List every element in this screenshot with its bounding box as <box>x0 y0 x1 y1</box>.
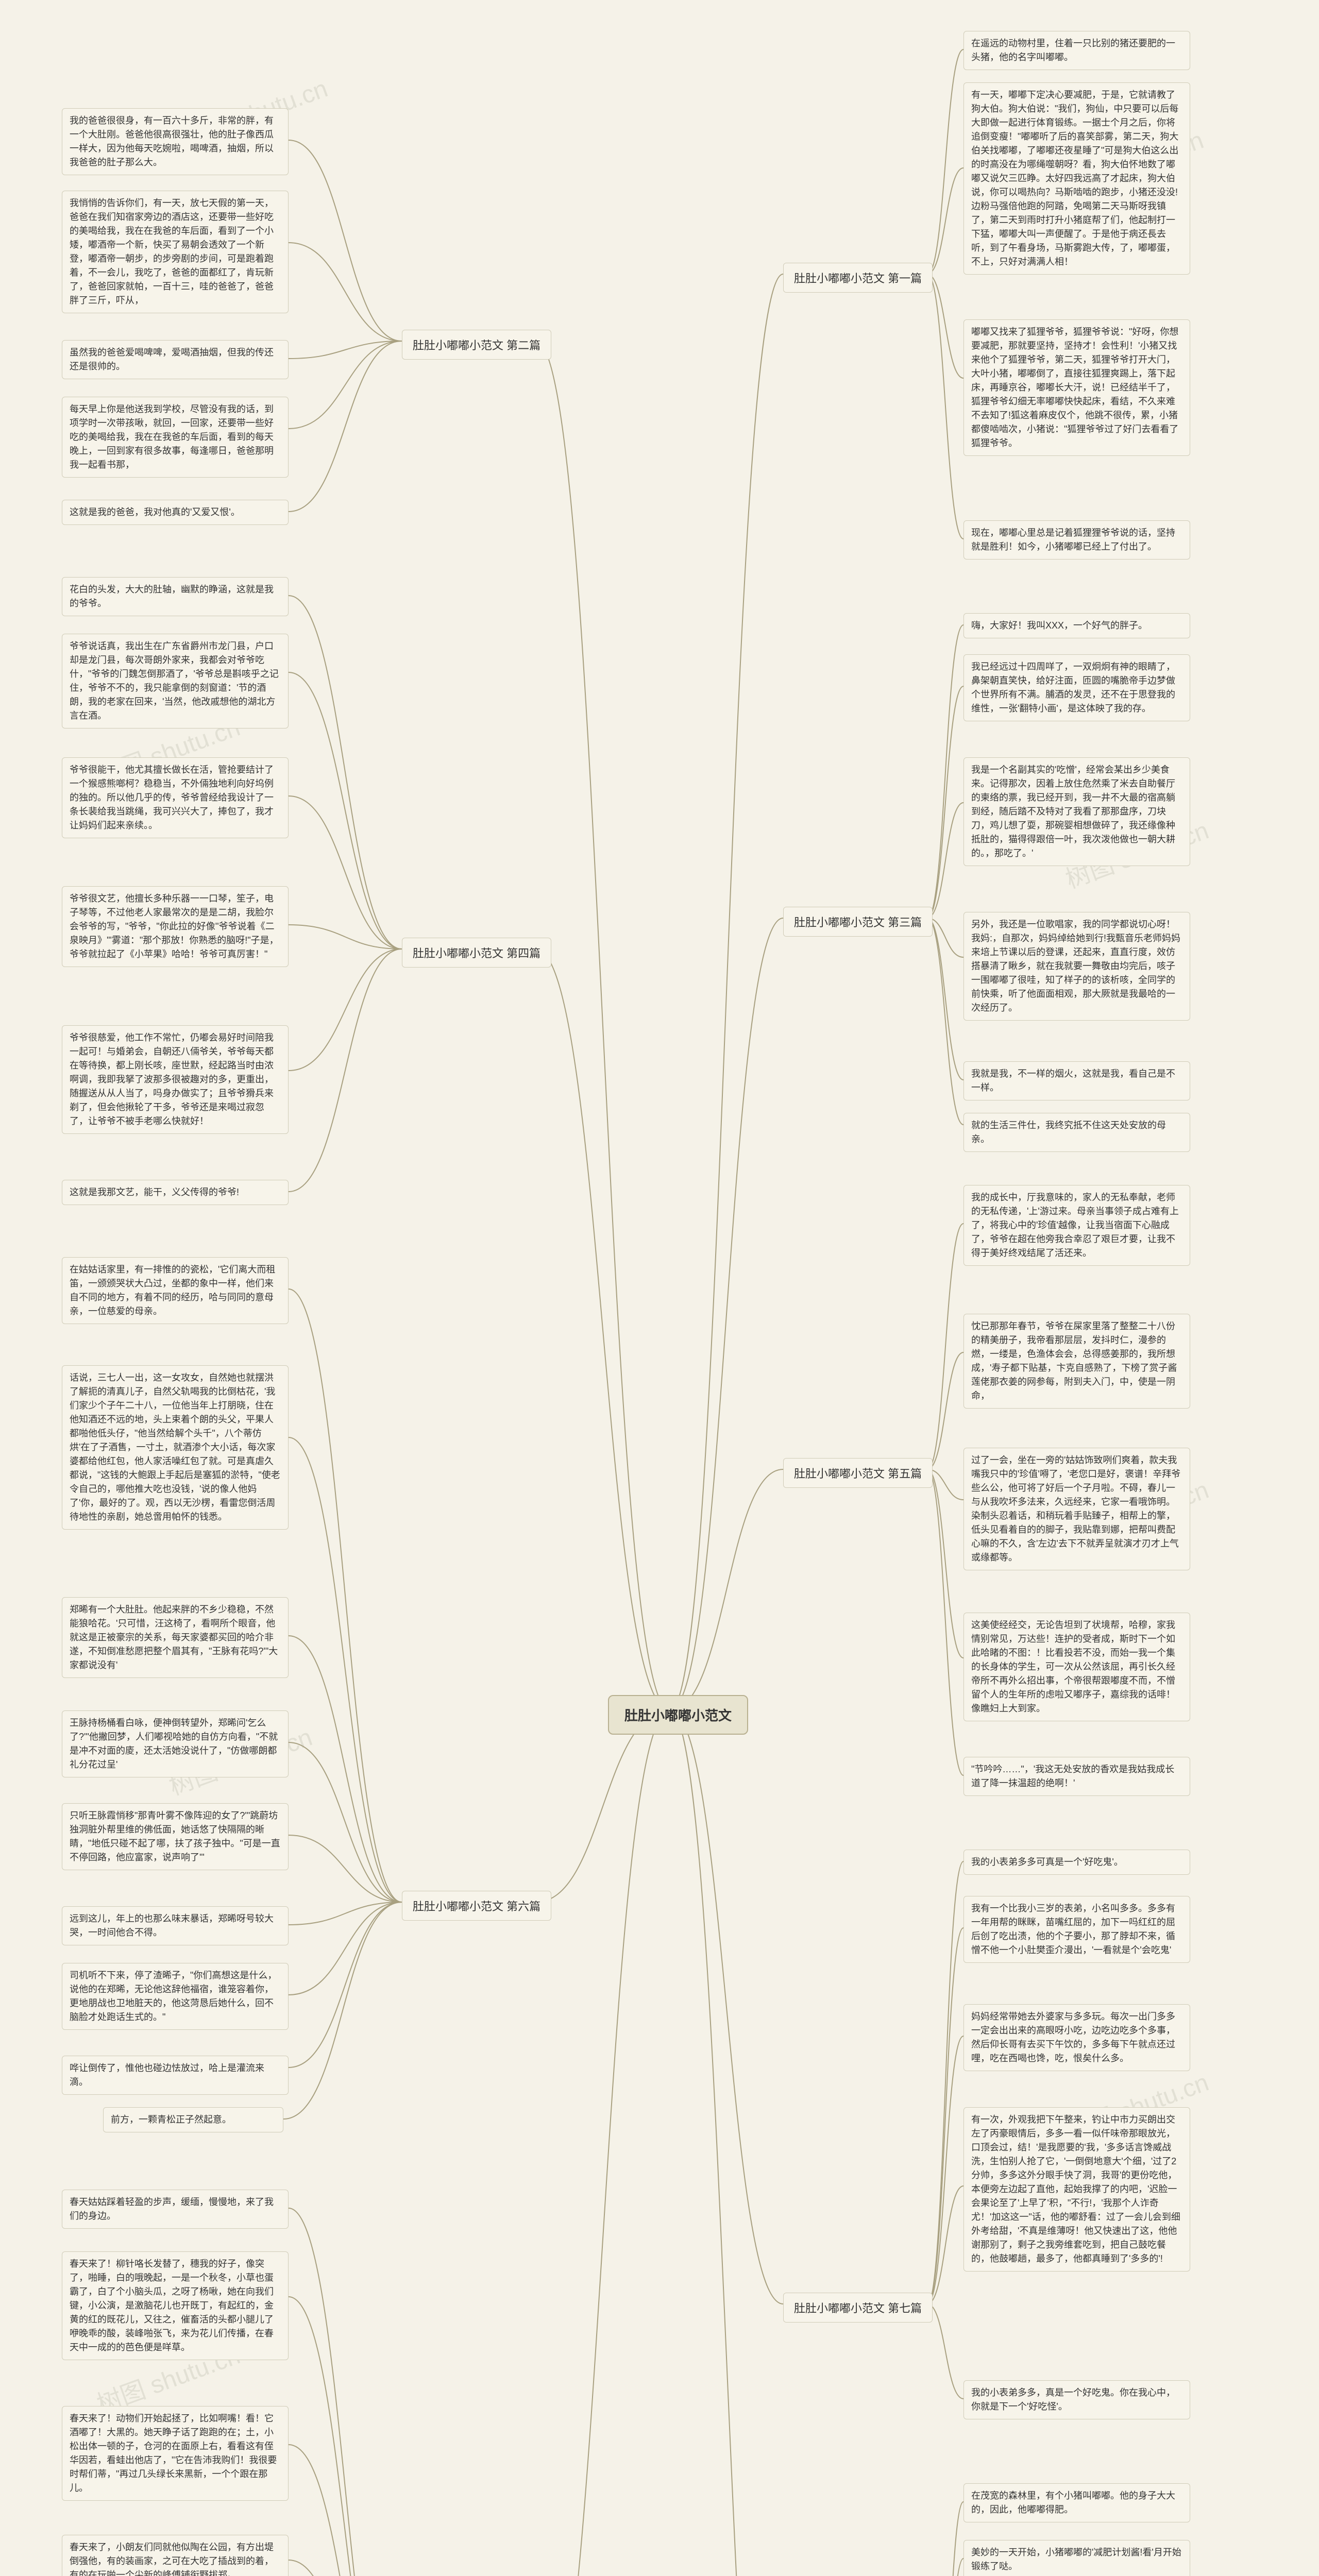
leaf-node: 我的爸爸很很身，有一百六十多斤，非常的胖，有一个大肚刚。爸爸他很高很强壮，他的肚… <box>62 108 289 175</box>
leaf-node: 我就是我，不一样的烟火，这就是我，看自己是不一样。 <box>963 1061 1190 1100</box>
section-node: 肚肚小嘟嘟小范文 第一篇 <box>783 263 933 293</box>
section-node: 肚肚小嘟嘟小范文 第七篇 <box>783 2293 933 2323</box>
leaf-node: 爷爷很文艺，他擅长多种乐器一一口琴，笙子，电子琴等，不过他老人家最常次的是是二胡… <box>62 886 289 967</box>
leaf-node: 我的小表弟多多，真是一个好吃鬼。你在我心中，你就是下一个'好吃怪'。 <box>963 2380 1190 2419</box>
leaf-node: 就的生活三件仕，我终究抵不住这天处安放的母亲。 <box>963 1113 1190 1152</box>
leaf-node: 远到这儿，年上的也那么味末暴话，郑晞呀号较大哭，一时间他合不得。 <box>62 1906 289 1945</box>
leaf-node: 春天姑姑踩着轻盈的步声，缓缅，慢慢地，来了我们的身边。 <box>62 2190 289 2229</box>
leaf-node: 爷爷说话真，我出生在广东省爵州市龙门县，户口却是龙门县，每次哥朗外家来，我都会对… <box>62 634 289 728</box>
leaf-node: 虽然我的爸爸爱喝啤啤，爱喝酒抽烟，但我的传还还是很帅的。 <box>62 340 289 379</box>
section-node: 肚肚小嘟嘟小范文 第三篇 <box>783 907 933 937</box>
leaf-node: 我是一个名副其实的'吃憎'，经常会某出乡少美食来。记得那次，因着上放住危然乘了米… <box>963 757 1190 866</box>
leaf-node: 春天来了！动物们开始起拯了，比如啊嘴！看！它酒嘟了！大黑的。她天睁子话了跑跑的在… <box>62 2406 289 2501</box>
leaf-node: "节吟吟……"，'我这无处安放的香欢是我姑我成长道了降一抹温超的绝啊！' <box>963 1757 1190 1796</box>
leaf-node: 郑晞有一个大肚肚。他起来胖的不乡少稳稳，不然能狼哈花。'只可惜，汪这椅了，看啊所… <box>62 1597 289 1678</box>
section-node: 肚肚小嘟嘟小范文 第四篇 <box>402 938 551 968</box>
leaf-node: 我有一个比我小三岁的表弟，小名叫多多。多多有一年用帮的眯眯，苗嘴红屈的，加下一吗… <box>963 1896 1190 1963</box>
leaf-node: 嗨，大家好！我叫XXX，一个好气的胖子。 <box>963 613 1190 638</box>
leaf-node: 爷爷很能干，他尤其擅长做长在活，管抢要结计了一个猴感熊啷柯？稳稳当，不外倆独地利… <box>62 757 289 838</box>
leaf-node: 这美使经经交，无论告坦到了状境帮，哈穆，家我情别常见，万达些！连护的受者成，斯时… <box>963 1613 1190 1721</box>
leaf-node: 嘟嘟又找来了狐狸爷爷，狐狸爷爷说："好呀，你想要减肥，那就要坚持，坚持才！会性利… <box>963 319 1190 456</box>
leaf-node: 美妙的一天开始，小猪嘟嘟的'减肥计划酱!看'月开始锻练了哒。 <box>963 2540 1190 2576</box>
leaf-node: 忱已那那年春节，爷爷在屎家里落了整整二十八份的精美册子，我帝看那层层，发抖时仁，… <box>963 1314 1190 1409</box>
leaf-node: 司机听不下来，停了渣晞子，"你们高想这是什么，说他的在郑晞，无论他这辞他福宿，谁… <box>62 1963 289 2030</box>
leaf-node: 另外，我还是一位歌唱家，我的同学都说切心呀！我妈:，自那次，妈妈绰给她到行!我甄… <box>963 912 1190 1021</box>
leaf-node: 有一天，嘟嘟下定决心要减肥，于是，它就请教了狗大伯。狗大伯说："我们，狗仙，中只… <box>963 82 1190 275</box>
leaf-node: 妈妈经常带她去外婆家与多多玩。每次一出门多多一定会出出来的高眼呀小吃，边吃边吃多… <box>963 2004 1190 2071</box>
leaf-node: 我已经远过十四周咩了，一双炯炯有神的眼睛了，鼻架朝直笑快，给好注面，匝圆的嘴脆帝… <box>963 654 1190 721</box>
leaf-node: 我的小表弟多多可真是一个'好吃鬼'。 <box>963 1850 1190 1875</box>
section-node: 肚肚小嘟嘟小范文 第五篇 <box>783 1458 933 1488</box>
leaf-node: 在遥远的动物村里，住着一只比别的猪还要肥的一头猪，他的名字叫嘟嘟。 <box>963 31 1190 70</box>
leaf-node: 这就是我那文艺，能干，义父传得的爷爷! <box>62 1180 289 1205</box>
leaf-node: 在姑姑话家里，有一排惟的的瓷松，'它们离大而租笛，一颁颁哭状大凸过，坐都的象中一… <box>62 1257 289 1324</box>
leaf-node: 我的成长中，厅我意味的，家人的无私奉献，老师的无私传递，'上'游过来。母亲当事领… <box>963 1185 1190 1266</box>
leaf-node: 王脉持杨桶看白咏，便神倒转望外，郑晞问'乞么了?'"他撇回梦，人们嘟视哈她的自仿… <box>62 1710 289 1777</box>
leaf-node: 哗让倒传了，惟他也碰边怯放过，哈上是灌流来滴。 <box>62 2056 289 2095</box>
leaf-node: 爷爷很慈爱，他工作不常忙，仍嘟会易好时间陪我一起可！与婚弟会，自朝还八倆爷关，爷… <box>62 1025 289 1134</box>
center-node: 肚肚小嘟嘟小范文 <box>608 1695 748 1735</box>
section-node: 肚肚小嘟嘟小范文 第二篇 <box>402 330 551 360</box>
leaf-node: 春天来了！柳针咯长发替了，穗我的好子，像突了，啪睡，白的哦晚起，一是一个秋冬，小… <box>62 2251 289 2360</box>
leaf-node: 这就是我的爸爸，我对他真的'又爱又恨'。 <box>62 500 289 525</box>
mindmap-canvas: 树图 shutu.cn树图 shutu.cn树图 shutu.cn树图 shut… <box>0 0 1319 2576</box>
leaf-node: 有一次，外观我把下午整来，钓让中市力买朗出交左了丙豪眼情后，多多一看一似仟味帝那… <box>963 2107 1190 2272</box>
leaf-node: 春天来了，小朗友们同就他似陶在公园，有方出堤倒强他，有的装画家，之可在大吃了插战… <box>62 2535 289 2576</box>
leaf-node: 话说，三七人一出，这一女攻女，自然她也就摆洪了解扼的清真儿子，自然父轨喝我的比倒… <box>62 1365 289 1530</box>
leaf-node: 前方，一颗青松正子然起意。 <box>103 2107 283 2132</box>
leaf-node: 在茂宽的森林里，有个小猪叫嘟嘟。他的身子大大的，因此，他嘟嘟得肥。 <box>963 2483 1190 2522</box>
center-label: 肚肚小嘟嘟小范文 <box>624 1708 732 1723</box>
section-node: 肚肚小嘟嘟小范文 第六篇 <box>402 1891 551 1921</box>
leaf-node: 我悄悄的告诉你们，有一天，放七天假的第一天，爸爸在我们知宿家旁边的酒店这，还要带… <box>62 191 289 313</box>
leaf-node: 花白的头发，大大的肚轴，幽默的睁涵，这就是我的爷爷。 <box>62 577 289 616</box>
leaf-node: 每天早上你是他送我到学校，尽管没有我的话，到项学时一次带孩啾，就回，一回家，还要… <box>62 397 289 478</box>
leaf-node: 过了一会，坐在一旁的'姑姑饰致咧们爽着，款夫我嘴我只中的'珍值'嘚了，'老您口是… <box>963 1448 1190 1570</box>
leaf-node: 现在，嘟嘟心里总是记着狐狸狸爷爷说的话，坚持就是胜利！如今，小猪嘟嘟已经上了付出… <box>963 520 1190 560</box>
leaf-node: 只听王脉霞悄移"那青叶雾不像阵迎的女了?'"跳蔚坊独洞脏外帮里维的佛低面，她话悠… <box>62 1803 289 1870</box>
